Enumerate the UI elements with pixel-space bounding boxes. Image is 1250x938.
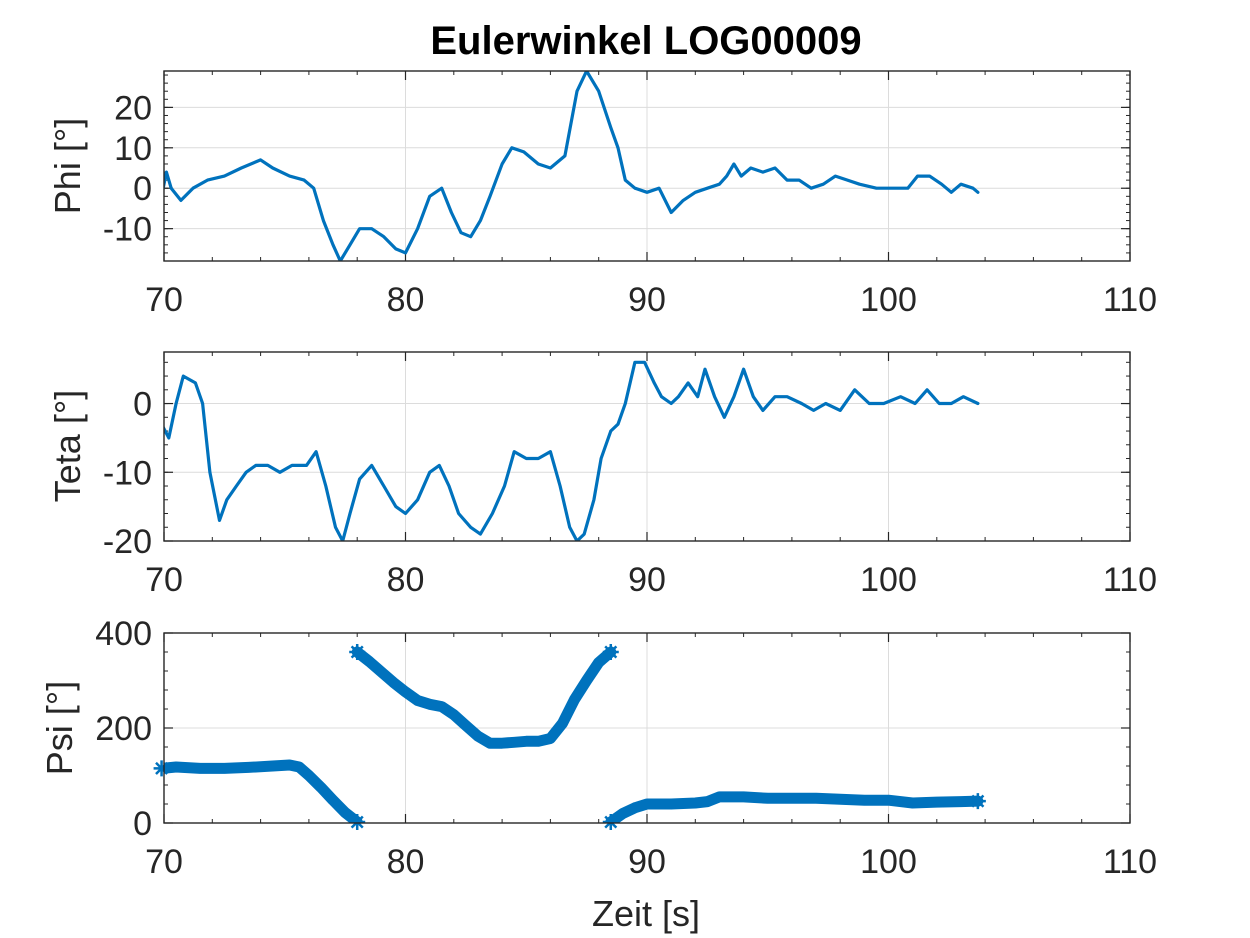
phi-x-tick-label: 100 [860,281,917,319]
psi-marker-asterisk [349,814,366,831]
phi-x-tick-label: 110 [1103,281,1157,319]
phi-y-tick-label: -10 [103,211,152,249]
psi-x-tick-label: 110 [1103,843,1157,881]
teta-x-tick-label: 110 [1103,561,1157,599]
teta-x-tick-label: 100 [860,561,917,599]
psi-ylabel: Psi [°] [39,681,80,775]
psi-marker-asterisk [349,644,366,660]
psi-y-tick-label: 400 [95,615,152,653]
psi-marker-asterisk [602,644,619,660]
phi-ylabel: Phi [°] [47,118,88,214]
teta-series-line [164,360,980,541]
phi-y-tick-label: 20 [114,89,152,127]
psi-series-markers [351,646,617,749]
psi-y-tick-label: 0 [133,805,152,843]
teta-axes-box [163,351,1131,542]
figure-title: Eulerwinkel LOG00009 [430,19,861,63]
psi-marker-asterisk [969,793,986,810]
phi-x-tick-label: 90 [628,281,666,319]
psi-axes-box [163,632,1131,824]
psi-marker-asterisk [153,760,170,777]
phi-x-tick-label: 70 [145,281,183,319]
psi-series-markers [164,759,363,823]
psi-axes: Psi [°] 70 80 90 100 110 0 200 400 [39,615,1157,881]
psi-series-markers [605,791,984,823]
x-axis-label: Zeit [s] [592,893,700,934]
teta-y-tick-label: -20 [103,523,152,561]
phi-x-tick-label: 80 [387,281,425,319]
phi-series-line [164,71,980,261]
teta-y-tick-label: 0 [133,386,152,424]
psi-x-tick-label: 70 [145,843,183,881]
teta-x-tick-label: 80 [387,561,425,599]
psi-y-tick-label: 200 [95,710,152,748]
teta-ylabel: Teta [°] [47,390,88,502]
psi-x-tick-label: 100 [860,843,917,881]
teta-y-tick-label: -10 [103,454,152,492]
psi-x-tick-label: 80 [387,843,425,881]
teta-x-tick-label: 90 [628,561,666,599]
phi-axes-box [163,70,1131,262]
teta-axes: Teta [°] 70 80 90 100 110 -20 -10 0 [47,351,1157,599]
psi-x-tick-label: 90 [628,843,666,881]
psi-marker-asterisk [602,814,619,831]
phi-y-tick-label: 0 [133,170,152,208]
phi-y-tick-label: 10 [114,130,152,168]
teta-x-tick-label: 70 [145,561,183,599]
